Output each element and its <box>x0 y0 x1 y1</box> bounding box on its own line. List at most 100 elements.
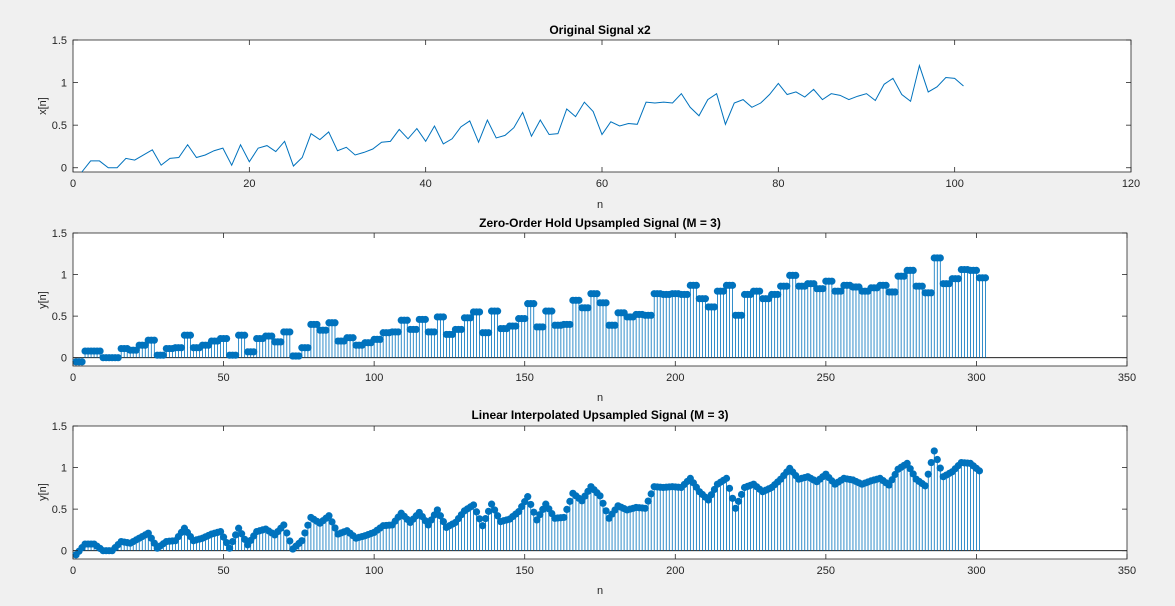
stem-marker <box>235 524 243 532</box>
x-tick-label: 0 <box>70 565 76 577</box>
stem-marker <box>647 490 655 498</box>
stem-marker <box>584 304 592 312</box>
stem-marker <box>593 290 601 298</box>
stem-marker <box>921 482 929 490</box>
x-tick-label: 200 <box>666 372 684 384</box>
stem-marker <box>114 354 122 362</box>
stem-marker <box>548 307 556 315</box>
stem-marker <box>331 524 339 532</box>
stem-marker <box>900 272 908 280</box>
x-tick-label: 0 <box>70 178 76 190</box>
stem-marker <box>819 285 827 293</box>
y-tick-label: 1.5 <box>52 421 67 433</box>
y-axis-label: x[n] <box>37 97 49 115</box>
x-tick-label: 250 <box>817 565 835 577</box>
stem-marker <box>644 497 652 505</box>
panel-linear-upsampled: Linear Interpolated Upsampled Signal (M … <box>37 408 1136 597</box>
stem-marker <box>909 470 917 478</box>
y-tick-label: 1 <box>61 463 67 475</box>
stem-marker <box>241 535 249 543</box>
series-group <box>81 63 964 173</box>
stem-marker <box>298 537 306 545</box>
x-tick-labels: 0 50 100 150 200 250 300 350 <box>70 233 1136 384</box>
stem-marker <box>430 328 438 336</box>
stem-marker <box>981 274 990 282</box>
x-tick-label: 200 <box>666 565 684 577</box>
stem-marker <box>331 319 339 327</box>
stem-marker <box>933 455 941 464</box>
stem-marker <box>301 529 309 537</box>
stem-marker <box>906 465 914 473</box>
x-axis-label: n <box>597 392 603 404</box>
stem-marker <box>539 323 547 331</box>
stem-marker <box>150 336 158 344</box>
stem-marker <box>286 328 294 336</box>
stem-marker <box>325 512 333 520</box>
stem-marker <box>349 334 357 342</box>
stem-marker <box>599 499 607 507</box>
stem-marker <box>924 470 932 478</box>
stem-marker <box>216 527 225 536</box>
stem-marker <box>421 315 429 324</box>
stem-marker <box>728 494 737 502</box>
y-tick-label: 1 <box>61 78 67 90</box>
stem-marker <box>186 331 195 339</box>
stem-marker <box>484 329 493 337</box>
stem-marker <box>903 459 911 468</box>
x-tick-label: 100 <box>365 372 383 384</box>
stem-marker <box>828 277 836 285</box>
stem-marker <box>494 307 502 315</box>
x-tick-label: 40 <box>420 178 432 190</box>
stem-marker <box>222 334 231 343</box>
stem-marker <box>722 474 731 482</box>
stem-marker <box>491 506 499 514</box>
stem-marker <box>539 505 547 514</box>
stem-marker <box>536 511 544 519</box>
series-group <box>72 254 1127 366</box>
x-tick-label: 50 <box>217 372 229 384</box>
series-line <box>81 63 964 173</box>
stem-marker <box>888 476 896 484</box>
stem-marker <box>512 322 520 330</box>
stem-marker <box>304 344 312 352</box>
stem-marker <box>159 351 167 359</box>
stem-marker <box>295 352 303 360</box>
x-tick-label: 350 <box>1118 565 1136 577</box>
x-tick-label: 300 <box>967 372 985 384</box>
stem-marker <box>322 326 330 334</box>
stem-marker <box>837 287 845 295</box>
chart-title: Original Signal x2 <box>549 23 651 37</box>
stem-marker <box>756 287 764 295</box>
panel-original-signal: Original Signal x2 0 20 40 60 80 100 120 0 0.5 1… <box>37 23 1140 211</box>
stem-marker <box>484 507 493 515</box>
stem-marker <box>96 347 104 355</box>
stem-marker <box>277 338 285 346</box>
y-tick-label: 0 <box>61 163 67 175</box>
stem-marker <box>596 492 604 500</box>
stem-marker <box>439 517 448 526</box>
stem-marker <box>972 266 981 275</box>
stem-marker <box>930 447 938 455</box>
stem-marker <box>475 515 484 523</box>
y-tick-label: 1.5 <box>52 35 67 47</box>
y-tick-label: 0 <box>61 353 67 365</box>
stem-marker <box>704 496 713 504</box>
stem-marker <box>909 266 917 275</box>
stem-marker <box>241 331 249 339</box>
x-tick-labels: 0 50 100 150 200 250 300 350 <box>70 426 1136 577</box>
y-tick-label: 0.5 <box>52 120 67 132</box>
stem-marker <box>533 516 541 524</box>
x-tick-labels: 0 20 40 60 80 100 120 <box>70 40 1140 190</box>
stem-marker <box>725 484 734 492</box>
stem-marker <box>927 289 935 297</box>
stem-marker <box>232 531 240 539</box>
stem-marker <box>394 328 402 336</box>
plot-area <box>72 39 1132 173</box>
stem-marker <box>918 282 926 290</box>
stem-marker <box>783 282 791 290</box>
stem-marker <box>641 504 649 512</box>
y-axis-label: y[n] <box>37 291 49 309</box>
y-axis-label: y[n] <box>37 483 49 501</box>
x-tick-label: 100 <box>365 565 383 577</box>
stem-marker <box>719 287 728 295</box>
